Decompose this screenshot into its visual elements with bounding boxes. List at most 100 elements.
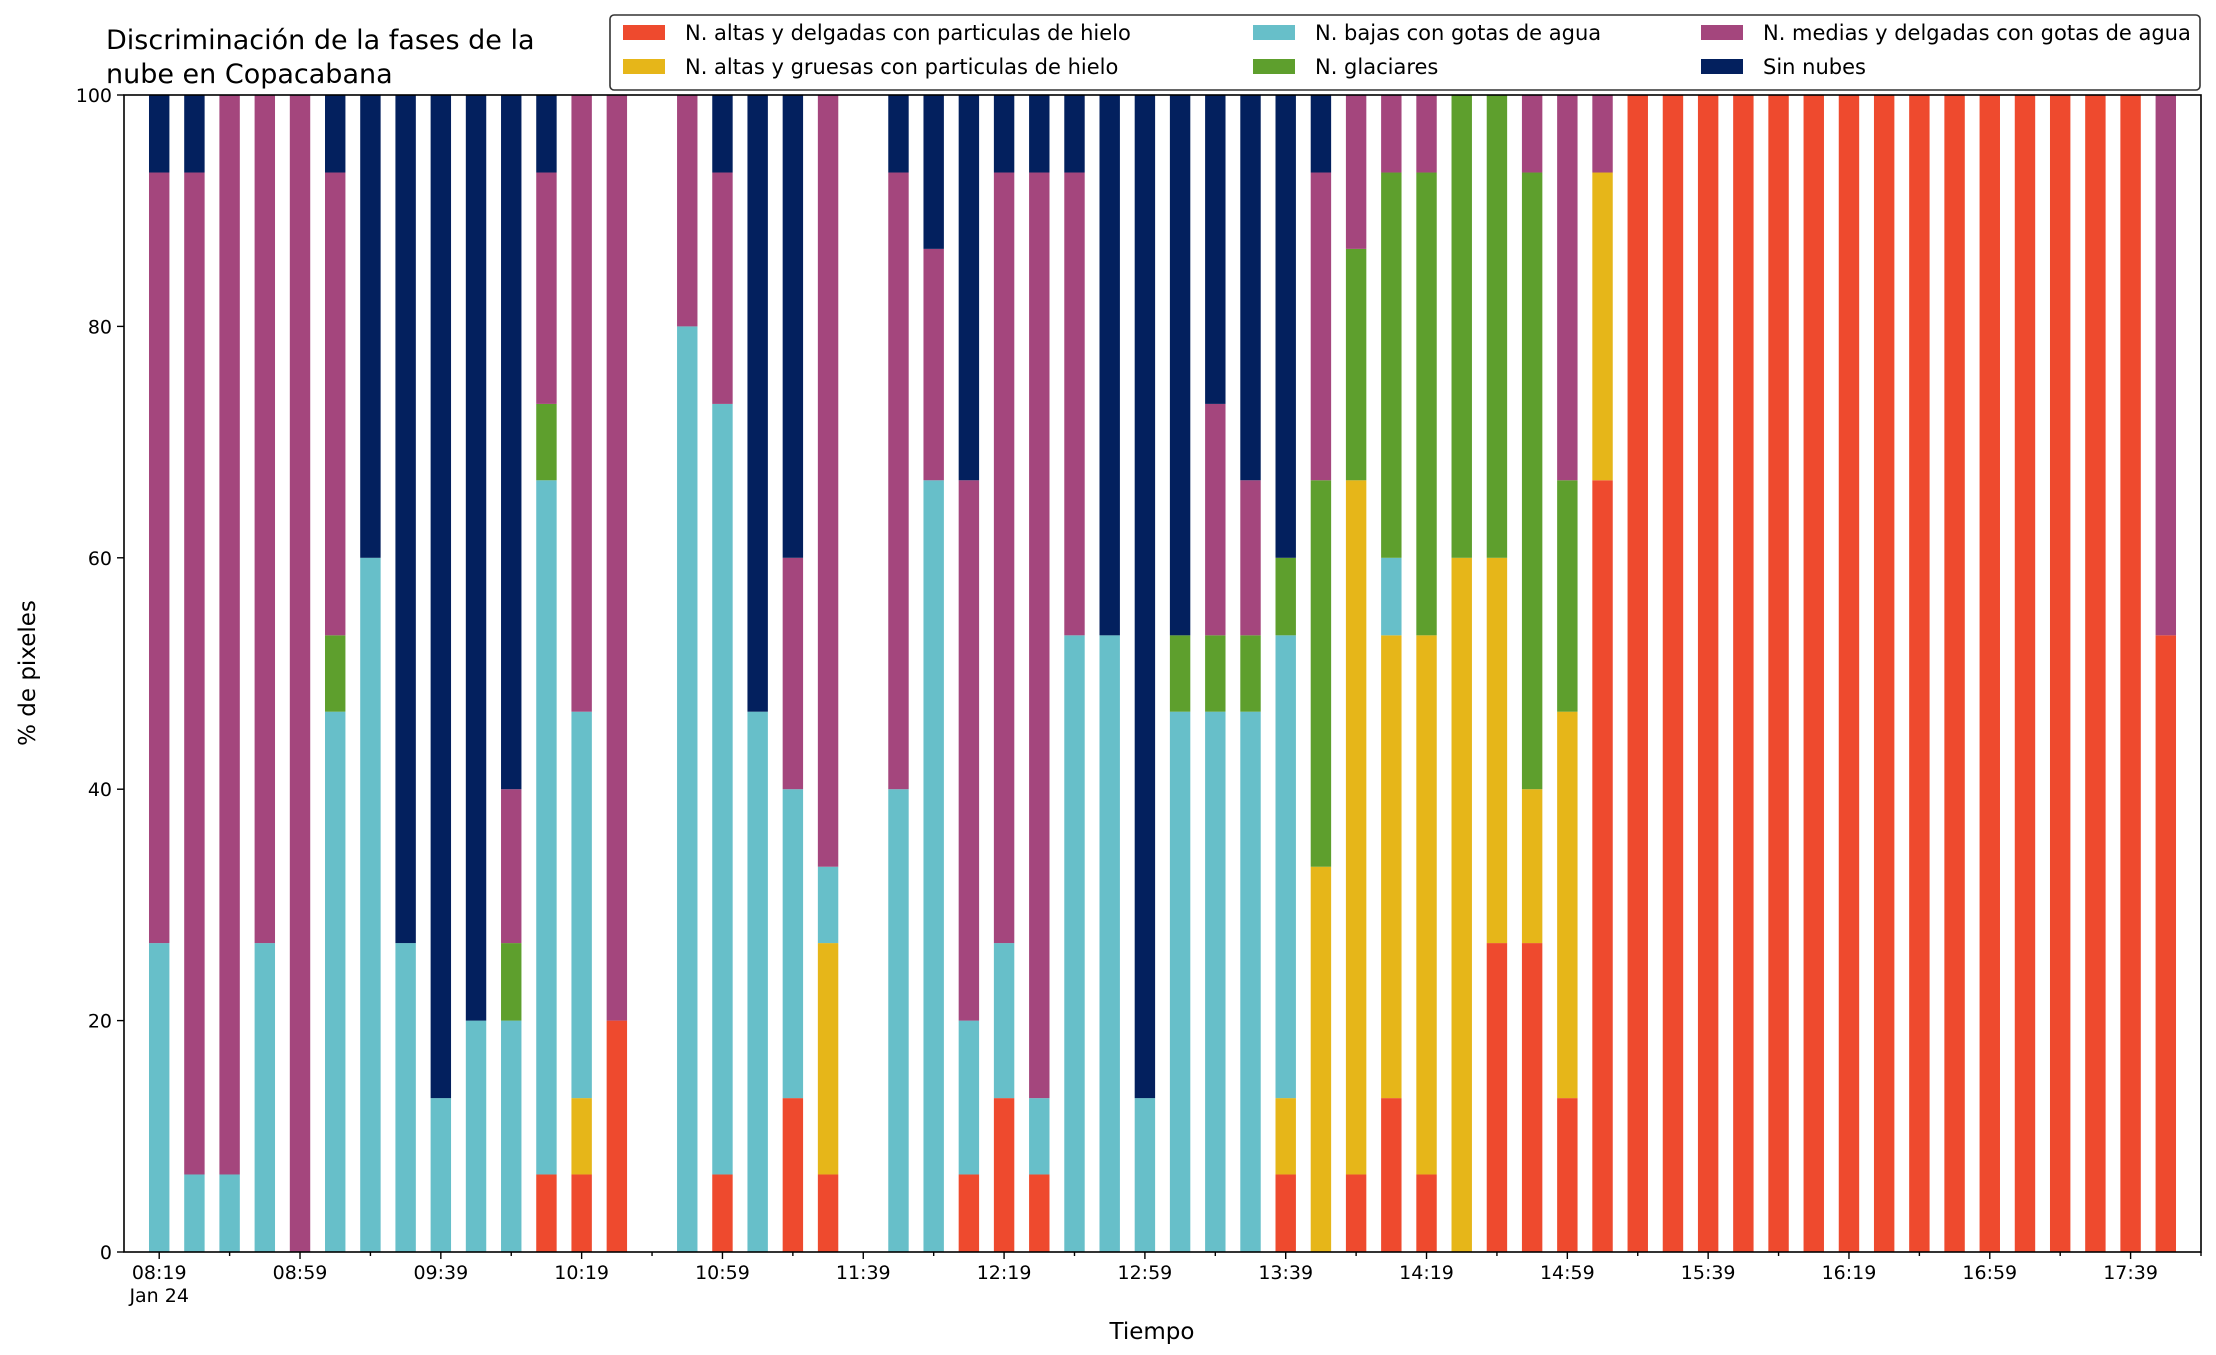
bar-stack-0839 [219, 95, 240, 1252]
bar-segment-n-altas-y-gruesas-con-particulas-de-hielo [1416, 635, 1437, 1175]
legend-label: Sin nubes [1763, 55, 1866, 79]
bar-stack-1009 [536, 95, 557, 1252]
bar-segment-n-bajas-con-gotas-de-agua [747, 711, 768, 1252]
bar-stack-0909 [325, 95, 346, 1252]
bar-segment-n-bajas-con-gotas-de-agua [360, 557, 381, 1252]
bar-segment-n-altas-y-delgadas-con-particulas-de-hielo [2014, 95, 2036, 1252]
bar-segment-sin-nubes [465, 95, 487, 1021]
bar-stack-1719 [2049, 95, 2071, 1252]
bar-segment-sin-nubes [184, 95, 205, 173]
chart-title: Discriminación de la fases de la nube en… [106, 25, 535, 90]
bar-stack-1659 [1979, 95, 2000, 1252]
bar-segment-sin-nubes [395, 95, 416, 944]
plot-area-frame [123, 94, 2202, 1253]
bar-stack-1019 [571, 95, 592, 1252]
bar-segment-n-bajas-con-gotas-de-agua [1029, 1098, 1050, 1175]
bar-segment-n-altas-y-delgadas-con-particulas-de-hielo [1486, 943, 1508, 1252]
bar-segment-sin-nubes [536, 95, 557, 173]
chart-title-line-1: Discriminación de la fases de la [106, 25, 535, 56]
bar-segment-n-altas-y-gruesas-con-particulas-de-hielo [1521, 789, 1543, 944]
bar-segment-n-altas-y-gruesas-con-particulas-de-hielo [1310, 866, 1332, 1252]
bar-segment-n-glaciares [1275, 557, 1296, 636]
x-tick-label: 14:59 [1540, 1262, 1595, 1284]
bar-segment-n-bajas-con-gotas-de-agua [1275, 635, 1296, 1099]
bar-segment-n-medias-y-delgadas-con-gotas-de-agua [501, 789, 522, 944]
bar-stack-1709 [2014, 95, 2036, 1252]
bar-segment-n-medias-y-delgadas-con-gotas-de-agua [1592, 95, 1613, 173]
bar-segment-n-bajas-con-gotas-de-agua [571, 711, 592, 1099]
bar-segment-sin-nubes [1064, 95, 1085, 173]
legend-item-n-altas-y-gruesas-con-particulas-de-hielo: N. altas y gruesas con particulas de hie… [623, 55, 1118, 79]
bar-segment-n-medias-y-delgadas-con-gotas-de-agua [1240, 480, 1261, 636]
bar-stack-0959 [501, 95, 522, 1252]
bar-segment-sin-nubes [958, 95, 980, 481]
bar-stack-0939 [430, 95, 452, 1252]
bar-segment-n-bajas-con-gotas-de-agua [1240, 711, 1261, 1252]
bar-segment-n-altas-y-delgadas-con-particulas-de-hielo [2155, 635, 2177, 1252]
bar-stack-0829 [184, 95, 205, 1252]
bar-stack-1149 [888, 95, 909, 1252]
y-axis-label: % de pixeles [15, 600, 41, 746]
bar-stack-1209 [958, 95, 980, 1252]
bar-segment-n-altas-y-delgadas-con-particulas-de-hielo [2049, 95, 2071, 1252]
bar-segment-n-glaciares [1310, 480, 1332, 867]
bar-segment-sin-nubes [923, 95, 944, 249]
x-tick-label: 13:39 [1258, 1262, 1313, 1284]
bar-stack-1409 [1381, 95, 1402, 1252]
bar-segment-n-glaciares [536, 403, 557, 481]
y-tick-label: 100 [76, 85, 112, 107]
bar-stack-1219 [993, 95, 1015, 1252]
bar-segment-n-bajas-con-gotas-de-agua [923, 480, 944, 1252]
bar-stack-1249 [1099, 95, 1120, 1252]
bar-stack-1559 [1768, 95, 1789, 1252]
bar-segment-n-altas-y-gruesas-con-particulas-de-hielo [1345, 480, 1367, 1175]
bar-segment-n-altas-y-delgadas-con-particulas-de-hielo [1521, 943, 1543, 1252]
bar-segment-n-altas-y-delgadas-con-particulas-de-hielo [1944, 95, 1965, 1252]
bar-segment-n-altas-y-delgadas-con-particulas-de-hielo [1909, 95, 1930, 1252]
y-tick-label: 40 [88, 779, 112, 801]
bar-stack-1329 [1240, 95, 1261, 1252]
bar-segment-n-altas-y-delgadas-con-particulas-de-hielo [817, 1174, 839, 1252]
bar-stack-1449 [1521, 95, 1543, 1252]
bar-segment-n-medias-y-delgadas-con-gotas-de-agua [148, 172, 170, 944]
bar-stack-1339 [1275, 95, 1296, 1252]
bar-segment-n-altas-y-delgadas-con-particulas-de-hielo [1557, 1098, 1578, 1252]
bar-segment-n-bajas-con-gotas-de-agua [1134, 1098, 1156, 1252]
bar-segment-n-altas-y-delgadas-con-particulas-de-hielo [958, 1174, 980, 1252]
bar-segment-sin-nubes [747, 95, 768, 712]
x-tick-label: 16:59 [1962, 1262, 2017, 1284]
bar-segment-n-medias-y-delgadas-con-gotas-de-agua [677, 95, 698, 327]
bar-segment-n-bajas-con-gotas-de-agua [712, 403, 733, 1175]
bar-segment-n-bajas-con-gotas-de-agua [1099, 635, 1120, 1252]
legend: N. altas y delgadas con particulas de hi… [609, 14, 2201, 91]
x-axis-label: Tiempo [1109, 1319, 1195, 1345]
bar-stack-1749 [2155, 95, 2177, 1252]
bar-segment-n-medias-y-delgadas-con-gotas-de-agua [219, 95, 240, 1175]
y-axis: 0 20 40 60 80 100 [76, 85, 124, 1264]
bar-segment-n-medias-y-delgadas-con-gotas-de-agua [1029, 172, 1050, 1099]
bar-segment-n-altas-y-delgadas-con-particulas-de-hielo [1592, 480, 1613, 1252]
bar-segment-n-glaciares [1451, 95, 1472, 558]
bar-stack-1629 [1873, 95, 1895, 1252]
bar-stack-1059 [712, 95, 733, 1252]
bar-segment-n-altas-y-delgadas-con-particulas-de-hielo [606, 1020, 628, 1252]
y-tick-label: 0 [100, 1242, 112, 1264]
bar-segment-n-bajas-con-gotas-de-agua [1381, 557, 1402, 636]
bar-segment-sin-nubes [993, 95, 1015, 173]
bar-stack-0849 [254, 95, 276, 1252]
x-tick-label: 11:39 [836, 1262, 891, 1284]
bar-segment-sin-nubes [1169, 95, 1191, 636]
bar-stack-1639 [1909, 95, 1930, 1252]
bar-stack-1229 [1029, 95, 1050, 1252]
bar-stack-1539 [1697, 95, 1719, 1252]
bar-stack-1439 [1486, 95, 1508, 1252]
x-tick-label: 12:59 [1118, 1262, 1173, 1284]
bar-segment-sin-nubes [1029, 95, 1050, 173]
bars-layer [148, 95, 2177, 1252]
bar-segment-n-bajas-con-gotas-de-agua [395, 943, 416, 1252]
bar-stack-0819 [148, 95, 170, 1252]
bar-segment-n-medias-y-delgadas-con-gotas-de-agua [1064, 172, 1085, 636]
bar-segment-n-altas-y-delgadas-con-particulas-de-hielo [1733, 95, 1754, 1252]
